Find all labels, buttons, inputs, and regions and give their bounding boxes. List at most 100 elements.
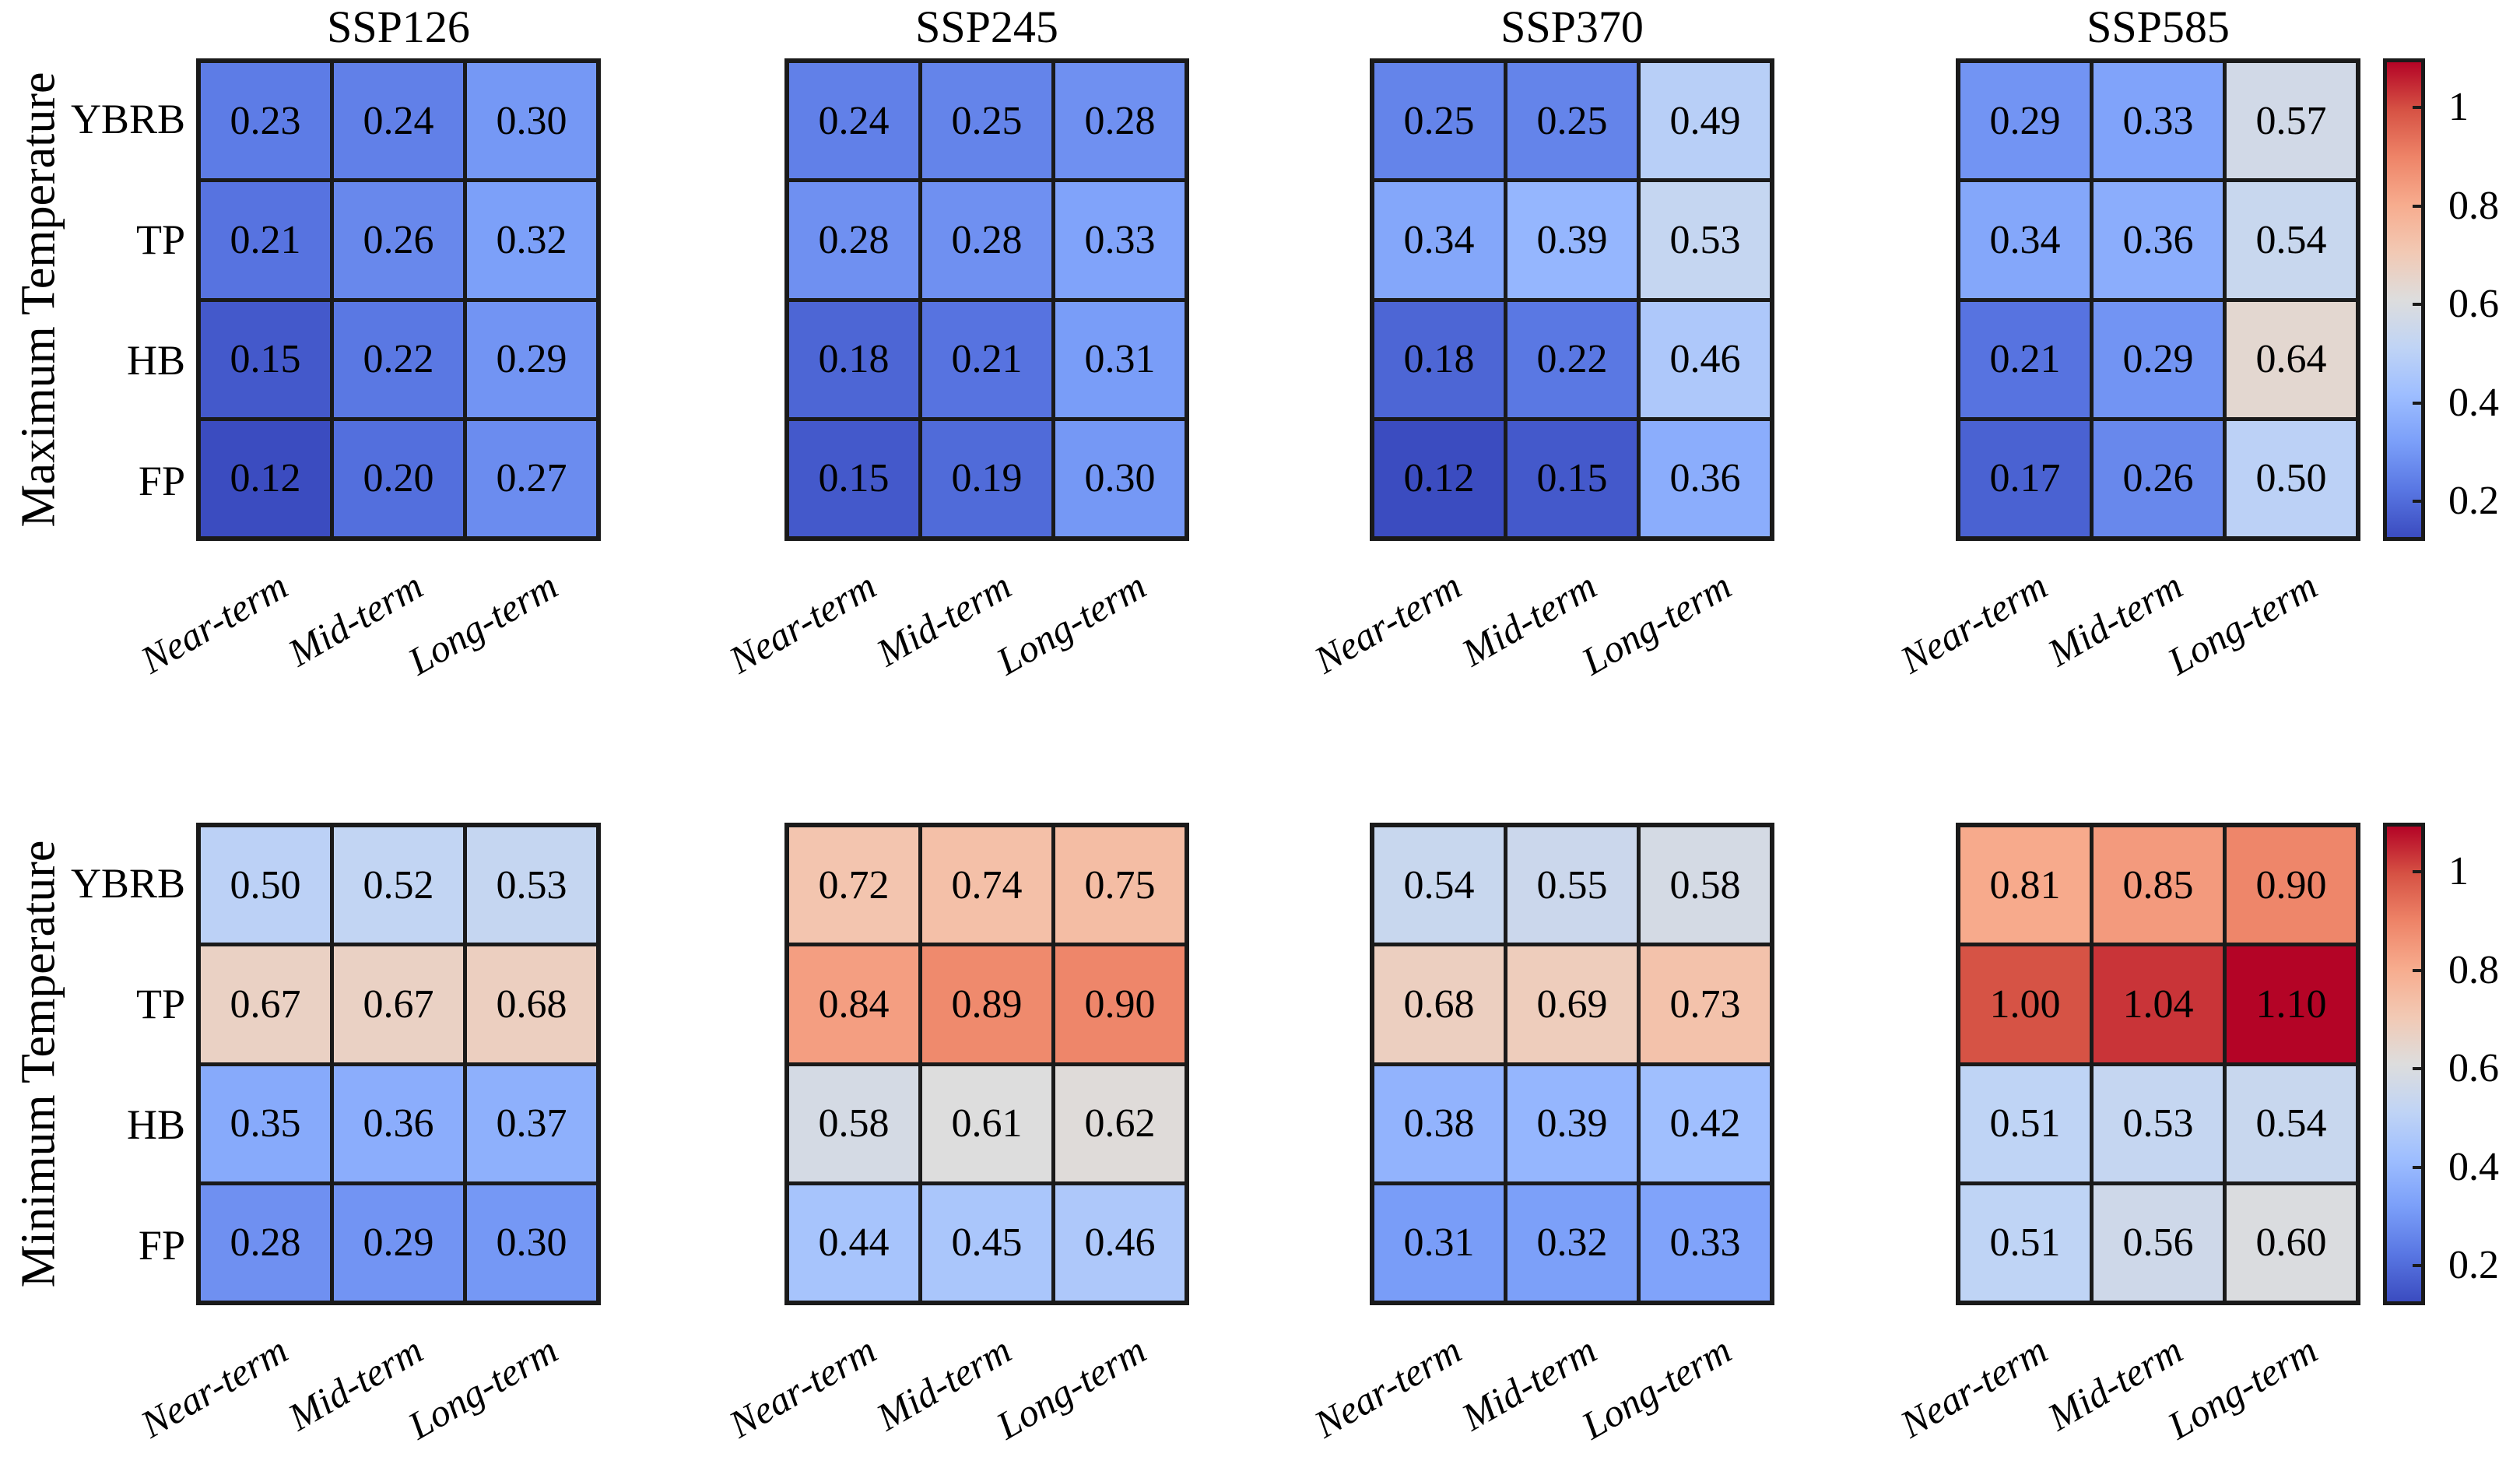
heatmap-cell: 0.29 — [1960, 63, 2090, 179]
heatmap-cell: 0.33 — [2094, 63, 2223, 179]
heatmap-cell: 0.23 — [201, 63, 330, 179]
heatmap-cell: 0.51 — [1960, 1185, 2090, 1301]
heatmap-cell: 0.34 — [1960, 182, 2090, 298]
x-tick-label-long-term: Long-term — [2160, 1327, 2325, 1448]
heatmap-cell: 1.04 — [2094, 946, 2223, 1062]
heatmap-panel: 0.81 0.85 0.90 1.00 1.04 1.10 0.51 0.53 0.54 0.51… — [1956, 823, 2360, 1305]
heatmap-cell: 0.90 — [1055, 946, 1185, 1062]
colorbar-tick — [2413, 500, 2425, 504]
heatmap-cell: 0.29 — [467, 301, 596, 417]
heatmap-cell: 0.69 — [1507, 946, 1637, 1062]
x-tick-label-near-term: Near-term — [1307, 563, 1469, 683]
colorbar-tick — [2413, 106, 2425, 110]
heatmap-cell: 0.33 — [1055, 182, 1185, 298]
x-tick-label-near-term: Near-term — [1307, 1327, 1469, 1447]
x-tick-label-long-term: Long-term — [2160, 563, 2325, 683]
colorbar-tick — [2413, 204, 2425, 208]
heatmap-cell: 0.81 — [1960, 827, 2090, 943]
y-axis-label-minimum-temperature: Minimum Temperature — [12, 840, 65, 1288]
heatmap-cell: 0.85 — [2094, 827, 2223, 943]
heatmap-cell: 0.39 — [1507, 1066, 1637, 1181]
heatmap-panel: 0.72 0.74 0.75 0.84 0.89 0.90 0.58 0.61 0.62 0.44… — [784, 823, 1189, 1305]
heatmap-cell: 0.25 — [1374, 63, 1504, 179]
colorbar-top — [2383, 58, 2425, 541]
heatmap-cell: 0.53 — [2094, 1066, 2223, 1181]
heatmap-cell: 0.21 — [922, 301, 1051, 417]
x-tick-label-near-term: Near-term — [721, 563, 884, 683]
heatmap-cell: 0.30 — [467, 63, 596, 179]
x-tick-label-long-term: Long-term — [1574, 1327, 1739, 1448]
heatmap-cell: 0.67 — [201, 946, 330, 1062]
colorbar-tick — [2413, 1264, 2425, 1268]
heatmap-cell: 0.55 — [1507, 827, 1637, 943]
heatmap-cell: 0.54 — [2227, 1066, 2356, 1181]
heatmap-cell: 0.18 — [1374, 301, 1504, 417]
row-label-fp: FP — [138, 1221, 185, 1269]
heatmap-panel: 0.23 0.24 0.30 0.21 0.26 0.32 0.15 0.22 0.29 0.12… — [196, 58, 601, 541]
colorbar-tick — [2413, 1067, 2425, 1071]
heatmap-cell: 0.46 — [1641, 301, 1770, 417]
panel-title-ssp585: SSP585 — [2087, 2, 2230, 52]
heatmap-cell: 0.17 — [1960, 420, 2090, 536]
heatmap-cell: 0.21 — [201, 182, 330, 298]
heatmap-cell: 0.36 — [2094, 182, 2223, 298]
row-label-hb: HB — [126, 336, 185, 384]
heatmap-cell: 1.10 — [2227, 946, 2356, 1062]
heatmap-cell: 0.68 — [467, 946, 596, 1062]
panel-title-ssp245: SSP245 — [915, 2, 1058, 52]
heatmap-cell: 0.28 — [201, 1185, 330, 1301]
heatmap-cell: 0.31 — [1055, 301, 1185, 417]
x-tick-label-long-term: Long-term — [989, 563, 1153, 683]
heatmap-cell: 0.72 — [789, 827, 918, 943]
row-label-tp: TP — [135, 216, 185, 263]
colorbar-tick — [2413, 401, 2425, 405]
heatmap-cell: 0.30 — [467, 1185, 596, 1301]
colorbar-tick-label: 0.6 — [2448, 282, 2499, 327]
heatmap-cell: 0.36 — [1641, 420, 1770, 536]
row-label-hb: HB — [126, 1101, 185, 1148]
heatmap-cell: 0.38 — [1374, 1066, 1504, 1181]
heatmap-cell: 0.26 — [2094, 420, 2223, 536]
x-tick-label-near-term: Near-term — [721, 1327, 884, 1447]
colorbar-tick-label: 0.8 — [2448, 947, 2499, 992]
panel-title-ssp370: SSP370 — [1500, 2, 1644, 52]
heatmap-cell: 0.21 — [1960, 301, 2090, 417]
panel-title-ssp126: SSP126 — [327, 2, 470, 52]
heatmap-cell: 0.24 — [334, 63, 463, 179]
row-label-fp: FP — [138, 457, 185, 504]
heatmap-cell: 0.56 — [2094, 1185, 2223, 1301]
heatmap-cell: 0.67 — [334, 946, 463, 1062]
heatmap-panel: 0.25 0.25 0.49 0.34 0.39 0.53 0.18 0.22 0.46 0.12… — [1370, 58, 1774, 541]
heatmap-cell: 0.29 — [2094, 301, 2223, 417]
colorbar-tick — [2413, 968, 2425, 972]
heatmap-cell: 0.64 — [2227, 301, 2356, 417]
x-tick-label-long-term: Long-term — [989, 1327, 1153, 1448]
heatmap-cell: 0.29 — [334, 1185, 463, 1301]
heatmap-cell: 0.33 — [1641, 1185, 1770, 1301]
heatmap-cell: 0.90 — [2227, 827, 2356, 943]
heatmap-cell: 0.84 — [789, 946, 918, 1062]
heatmap-cell: 0.50 — [201, 827, 330, 943]
colorbar-tick — [2413, 1165, 2425, 1169]
heatmap-cell: 0.51 — [1960, 1066, 2090, 1181]
heatmap-cell: 0.61 — [922, 1066, 1051, 1181]
heatmap-cell: 0.37 — [467, 1066, 596, 1181]
x-tick-label-long-term: Long-term — [401, 563, 565, 683]
x-tick-label-near-term: Near-term — [1893, 563, 2055, 683]
heatmap-cell: 0.44 — [789, 1185, 918, 1301]
heatmap-cell: 0.20 — [334, 420, 463, 536]
heatmap-cell: 0.15 — [1507, 420, 1637, 536]
x-tick-label-near-term: Near-term — [1893, 1327, 2055, 1447]
heatmap-cell: 0.30 — [1055, 420, 1185, 536]
colorbar-tick-label: 0.6 — [2448, 1046, 2499, 1091]
heatmap-cell: 0.19 — [922, 420, 1051, 536]
heatmap-cell: 0.34 — [1374, 182, 1504, 298]
heatmap-cell: 0.42 — [1641, 1066, 1770, 1181]
heatmap-cell: 0.32 — [1507, 1185, 1637, 1301]
heatmap-panel: 0.54 0.55 0.58 0.68 0.69 0.73 0.38 0.39 0.42 0.31… — [1370, 823, 1774, 1305]
heatmap-cell: 0.26 — [334, 182, 463, 298]
row-label-ybrb: YBRB — [70, 95, 185, 142]
heatmap-cell: 0.36 — [334, 1066, 463, 1181]
heatmap-cell: 0.25 — [1507, 63, 1637, 179]
